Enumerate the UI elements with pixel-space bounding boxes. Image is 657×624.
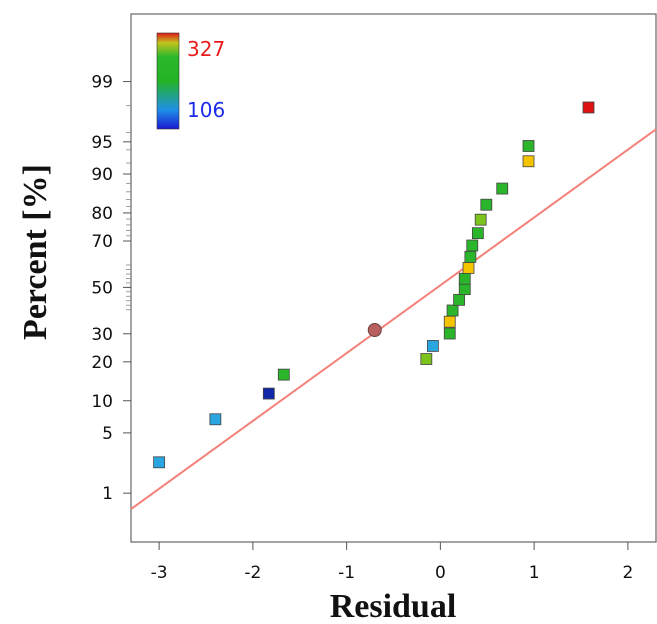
data-point [458,283,471,296]
data-point [443,327,456,340]
data-point [582,101,595,114]
plot-frame [130,13,657,543]
color-scale-min-label: 106 [187,98,225,122]
y-tick-label: 50 [91,278,113,298]
data-point [453,293,466,306]
data-point [420,353,433,365]
data-point [209,413,222,426]
data-point [466,239,479,252]
y-tick-label: 1 [102,484,113,504]
x-tick-label: -1 [338,563,355,583]
y-tick-label: 90 [91,165,113,185]
data-point [474,213,487,226]
y-minor-ticks [126,105,131,311]
color-scale-bar [156,32,180,130]
data-point [522,140,535,152]
data-point [480,198,493,211]
data-point [496,182,509,195]
data-point [262,387,275,400]
data-point [443,315,456,328]
data-point [367,322,382,337]
x-tick-label: -2 [244,563,261,583]
data-point [277,368,290,381]
x-tick-label: 1 [529,563,540,583]
x-tick-label: -3 [151,563,168,583]
y-axis-title: Percent [%] [17,164,54,340]
data-point [446,304,459,317]
data-point [458,272,471,285]
y-tick-label: 5 [102,424,113,444]
x-axis-title: Residual [330,588,457,624]
data-point [464,250,477,263]
data-point [471,227,484,240]
data-point [462,262,475,274]
y-tick-label: 99 [91,73,113,93]
y-tick-label: 70 [91,232,113,252]
y-tick-label: 95 [91,133,113,153]
reference-line [130,128,657,510]
y-tick-label: 80 [91,204,113,224]
data-point [522,155,535,168]
color-scale-max-label: 327 [187,37,225,61]
y-tick-label: 20 [91,353,113,373]
y-tick-label: 30 [91,325,113,345]
data-point [426,340,439,352]
x-tick-label: 0 [435,563,446,583]
x-tick-label: 2 [622,563,633,583]
data-point [153,456,166,469]
y-tick-label: 10 [91,392,113,412]
